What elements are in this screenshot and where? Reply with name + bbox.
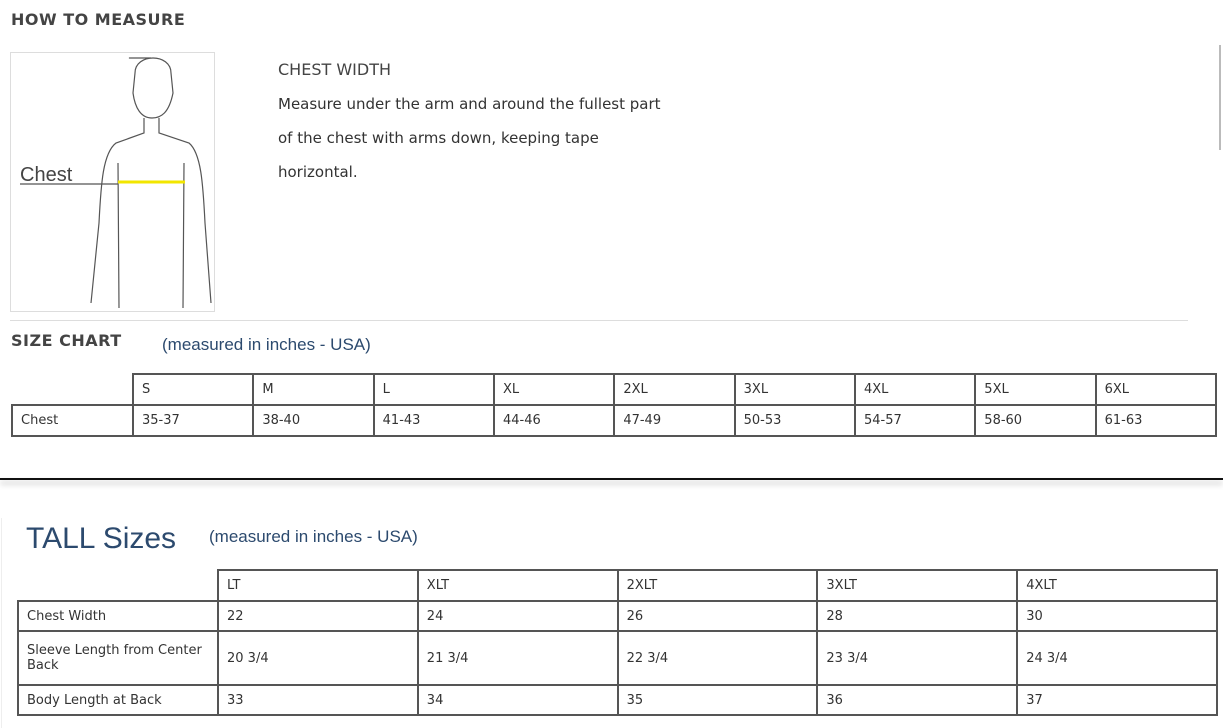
- description-line: horizontal.: [278, 163, 358, 181]
- size-header-cell: 2XLT: [616, 569, 819, 602]
- size-header-cell: XLT: [416, 569, 619, 602]
- scrollbar[interactable]: [1219, 45, 1221, 150]
- size-value-cell: 61-63: [1094, 404, 1218, 437]
- size-header-cell: 3XL: [733, 373, 856, 406]
- size-value-cell: 54-57: [853, 404, 977, 437]
- section-divider: [0, 478, 1223, 480]
- divider: [10, 320, 1188, 321]
- chest-width-heading: CHEST WIDTH: [278, 60, 391, 79]
- size-value-cell: 24 3/4: [1016, 630, 1218, 686]
- size-header-cell: 5XL: [974, 373, 1097, 406]
- size-value-cell: 35: [616, 684, 819, 716]
- size-chart-subtitle: (measured in inches - USA): [162, 335, 371, 354]
- row-label: Chest: [11, 404, 134, 437]
- tall-sizes-table: LT XLT 2XLT 3XLT 4XLT Chest Width 22 24 26 28 30 Sl…: [17, 569, 1218, 716]
- size-value-cell: 22: [217, 600, 419, 632]
- size-value-cell: 50-53: [733, 404, 856, 437]
- empty-header-cell: [18, 570, 219, 602]
- size-value-cell: 41-43: [372, 404, 495, 437]
- panel-edge: [1, 518, 2, 728]
- size-value-cell: 34: [416, 684, 619, 716]
- size-value-cell: 24: [416, 600, 619, 632]
- tall-sizes-heading: TALL Sizes: [26, 522, 177, 555]
- size-header-cell: 4XL: [853, 373, 977, 406]
- size-header-cell: M: [252, 373, 375, 406]
- description-line: Measure under the arm and around the ful…: [278, 95, 661, 113]
- size-value-cell: 26: [616, 600, 819, 632]
- how-to-measure-heading: HOW TO MEASURE: [11, 10, 186, 29]
- size-value-cell: 37: [1016, 684, 1218, 716]
- size-header-cell: 3XLT: [816, 569, 1019, 602]
- size-header-cell: XL: [492, 373, 616, 406]
- size-header-cell: LT: [217, 569, 419, 602]
- tall-sizes-subtitle: (measured in inches - USA): [209, 527, 418, 546]
- size-value-cell: 36: [816, 684, 1019, 716]
- size-value-cell: 30: [1016, 600, 1218, 632]
- size-header-cell: 6XL: [1094, 373, 1218, 406]
- row-label: Sleeve Length from Center Back: [17, 630, 219, 686]
- size-header-cell: S: [131, 373, 255, 406]
- row-label: Body Length at Back: [17, 684, 219, 716]
- size-header-cell: L: [372, 373, 495, 406]
- table-row: Body Length at Back 33 34 35 36 37: [17, 684, 1218, 716]
- table-row: Sleeve Length from Center Back 20 3/4 21 3…: [17, 630, 1218, 686]
- size-header-cell: 2XL: [613, 373, 736, 406]
- empty-header-cell: [12, 374, 134, 406]
- figure-label-chest: Chest: [20, 164, 73, 186]
- size-chart-table: S M L XL 2XL 3XL 4XL 5XL 6XL Chest 35-37 38-40 41-43…: [11, 373, 1218, 437]
- size-value-cell: 47-49: [613, 404, 736, 437]
- size-value-cell: 38-40: [252, 404, 375, 437]
- size-value-cell: 21 3/4: [416, 630, 619, 686]
- size-value-cell: 58-60: [974, 404, 1097, 437]
- table-row: Chest Width 22 24 26 28 30: [17, 600, 1218, 632]
- description-line: of the chest with arms down, keeping tap…: [278, 129, 599, 147]
- size-value-cell: 20 3/4: [217, 630, 419, 686]
- chest-measure-figure: Chest: [10, 52, 215, 312]
- size-value-cell: 33: [217, 684, 419, 716]
- size-value-cell: 35-37: [131, 404, 255, 437]
- size-value-cell: 22 3/4: [616, 630, 819, 686]
- size-value-cell: 28: [816, 600, 1019, 632]
- table-row: Chest 35-37 38-40 41-43 44-46 47-49 50-53 54-57…: [11, 404, 1218, 437]
- size-chart-heading: SIZE CHART: [11, 331, 122, 350]
- row-label: Chest Width: [17, 600, 219, 632]
- size-value-cell: 44-46: [492, 404, 616, 437]
- body-outline-illustration: Chest: [20, 57, 212, 309]
- size-value-cell: 23 3/4: [816, 630, 1019, 686]
- size-header-cell: 4XLT: [1016, 569, 1218, 602]
